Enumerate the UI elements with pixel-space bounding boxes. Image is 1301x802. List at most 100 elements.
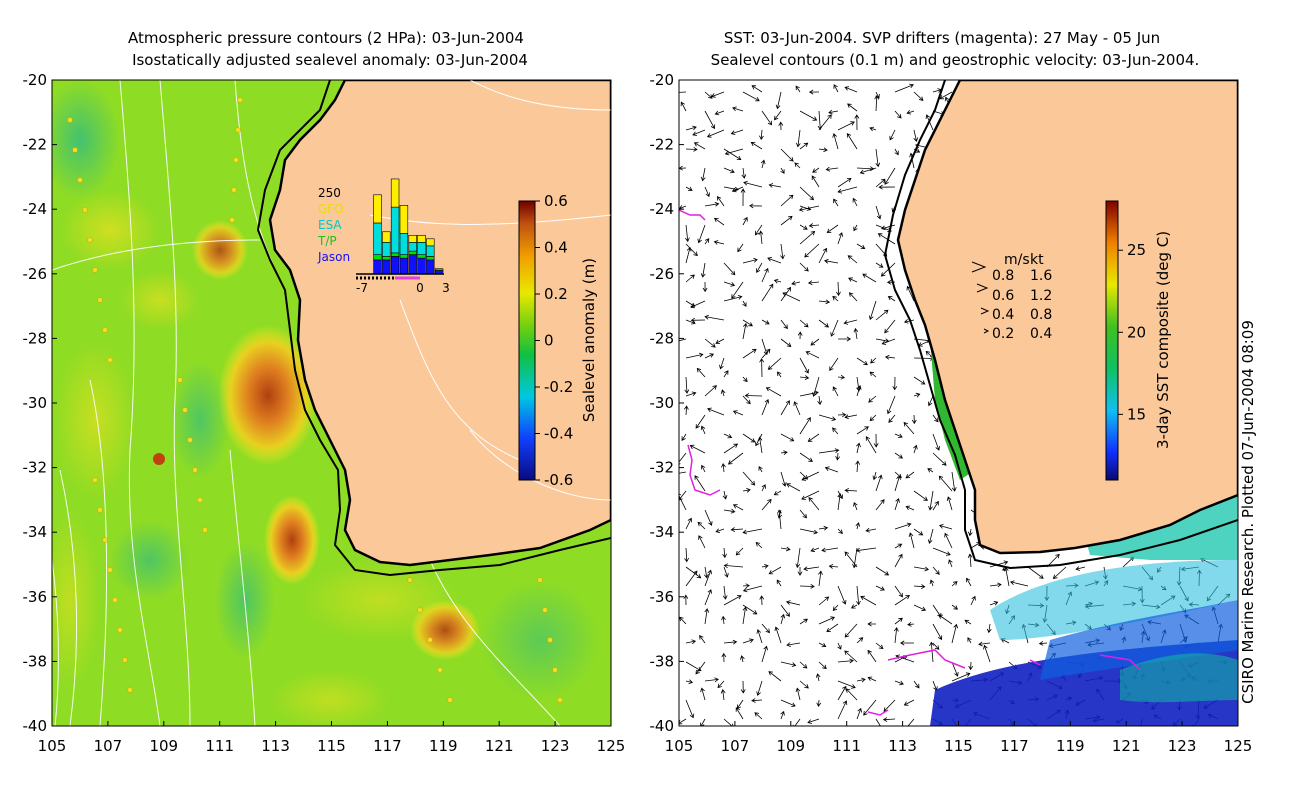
velocity-arrow: [684, 376, 690, 394]
y-tick-label: -40: [650, 717, 675, 735]
velocity-arrow: [913, 376, 926, 385]
velocity-arrow: [894, 148, 899, 156]
velocity-arrow: [723, 262, 736, 276]
velocity-legend-arrow-icon: [976, 283, 989, 293]
velocity-arrow: [856, 243, 866, 249]
velocity-arrow: [795, 547, 801, 569]
velocity-arrow: [837, 493, 843, 511]
velocity-arrow: [767, 257, 782, 264]
velocity-arrow: [701, 464, 706, 473]
velocity-arrow: [894, 553, 903, 568]
velocity-arrow: [894, 543, 903, 549]
velocity-arrow: [913, 680, 920, 689]
x-tick-label: 117: [1000, 737, 1029, 755]
x-tick-label: 115: [944, 737, 973, 755]
velocity-arrow: [700, 718, 706, 726]
velocity-arrow: [723, 595, 742, 606]
velocity-arrow: [913, 584, 926, 589]
velocity-arrow: [821, 547, 839, 553]
velocity-arrow: [873, 433, 879, 448]
velocity-arrow: [683, 594, 689, 606]
y-tick-label: -36: [23, 588, 48, 606]
velocity-arrow: [797, 331, 803, 340]
velocity-arrow: [837, 585, 847, 605]
right-colorbar-ramp: [1105, 200, 1119, 481]
velocity-arrow: [791, 280, 801, 286]
x-tick-label: 107: [721, 737, 750, 755]
velocity-arrow: [837, 374, 846, 380]
velocity-arrow: [780, 661, 797, 667]
velocity-arrow: [780, 433, 795, 442]
velocity-arrow: [754, 712, 763, 720]
velocity-arrow: [730, 527, 744, 532]
velocity-arrow: [811, 175, 820, 188]
velocity-legend-kt-0: 1.6: [1030, 268, 1052, 284]
velocity-arrow: [837, 412, 847, 418]
velocity-arrow: [828, 564, 839, 569]
velocity-arrow: [721, 615, 726, 625]
velocity-arrow: [804, 243, 820, 258]
velocity-arrow: [720, 389, 726, 397]
velocity-arrow: [761, 267, 769, 283]
velocity-arrow: [939, 91, 953, 100]
velocity-arrow: [723, 508, 736, 514]
velocity-arrow: [877, 233, 896, 245]
velocity-arrow: [944, 532, 953, 549]
y-tick-label: -22: [23, 136, 48, 154]
velocity-arrow: [780, 710, 785, 720]
velocity-arrow: [894, 497, 900, 511]
velocity-arrow: [818, 414, 837, 421]
left-y-axis: -20 -22 -24 -26 -28 -30 -32 -34 -36 -38 -40: [23, 71, 57, 735]
velocity-arrow: [716, 195, 725, 207]
velocity-arrow: [723, 433, 733, 439]
satellite-count-inset: 250 GFO ESA T/P Jason -7 0 3: [317, 178, 450, 295]
x-tick-label: 111: [205, 737, 234, 755]
velocity-arrow: [881, 224, 896, 231]
velocity-arrow: [818, 596, 830, 606]
inset-bar-segment: [426, 259, 435, 275]
velocity-arrow: [685, 146, 698, 152]
inset-bar-segment: [373, 222, 382, 255]
velocity-arrow: [704, 186, 710, 198]
inset-bar-segment: [373, 259, 382, 275]
velocity-arrow: [818, 448, 840, 454]
velocity-arrow: [1038, 640, 1048, 646]
velocity-arrow: [855, 460, 861, 473]
velocity-arrow: [743, 180, 763, 188]
velocity-arrow: [714, 110, 725, 116]
velocity-arrow: [683, 405, 689, 416]
inset-bar-segment: [373, 194, 382, 224]
inset-bar-segment: [390, 206, 400, 254]
velocity-arrow: [723, 566, 729, 578]
velocity-arrow: [780, 148, 794, 162]
velocity-arrow: [989, 601, 999, 606]
velocity-arrow: [765, 387, 782, 397]
velocity-arrow: [767, 357, 782, 370]
velocity-arrow: [913, 392, 921, 398]
x-tick-label: 113: [261, 737, 290, 755]
inset-bar-segment: [382, 242, 391, 257]
velocity-arrow: [742, 216, 748, 226]
right-title-line1: SST: 03-Jun-2004. SVP drifters (magenta)…: [724, 29, 1160, 47]
velocity-arrow: [730, 129, 744, 135]
velocity-arrow: [848, 277, 858, 283]
velocity-arrow: [710, 91, 725, 98]
velocity-arrow: [818, 616, 836, 625]
velocity-arrow: [761, 283, 774, 302]
right-panel: SST: 03-Jun-2004. SVP drifters (magenta)…: [650, 29, 1253, 755]
inset-bar-segment: [408, 242, 417, 252]
velocity-arrow: [900, 640, 914, 646]
velocity-arrow: [795, 129, 801, 148]
velocity-arrow: [856, 384, 862, 397]
velocity-arrow: [838, 336, 852, 342]
inset-bar-segment: [399, 257, 409, 275]
velocity-arrow: [799, 390, 819, 397]
velocity-arrow: [826, 623, 839, 633]
velocity-arrow: [886, 279, 896, 285]
velocity-arrow: [758, 466, 763, 473]
velocity-arrow: [715, 338, 725, 344]
velocity-arrow: [742, 257, 758, 264]
velocity-arrow: [704, 314, 725, 321]
velocity-arrow: [761, 110, 773, 126]
velocity-arrow: [742, 528, 763, 535]
